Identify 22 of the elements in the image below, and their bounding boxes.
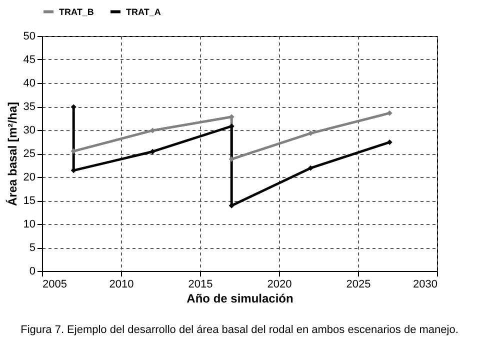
x-axis-title: Año de simulación	[186, 292, 294, 306]
legend-label: TRAT_A	[126, 6, 162, 17]
x-tick-label: 2010	[109, 278, 134, 290]
x-tick-label: 2030	[413, 278, 438, 290]
y-tick-label: 30	[23, 124, 36, 136]
y-tick-label: 45	[23, 54, 36, 66]
y-axis-title: Área basal [m²/ha]	[5, 102, 20, 206]
y-tick-label: 15	[23, 195, 36, 207]
x-tick-label: 2020	[267, 278, 292, 290]
x-tick-label: 2015	[188, 278, 213, 290]
y-tick-label: 5	[29, 242, 36, 254]
legend-label: TRAT_B	[59, 6, 94, 17]
y-tick-label: 10	[23, 218, 36, 230]
text: Figura 7. Ejemplo del desarrollo del área basal del rodal en ambos escenarios de manejo.	[20, 324, 458, 336]
x-tick-label: 2005	[42, 278, 67, 290]
y-tick-label: 40	[23, 78, 36, 90]
y-tick-label: 0	[29, 266, 36, 278]
y-tick-label: 35	[23, 101, 36, 113]
y-tick-label: 25	[23, 148, 36, 160]
y-tick-label: 50	[23, 30, 36, 42]
y-tick-label: 20	[23, 172, 36, 184]
x-tick-label: 2025	[346, 278, 371, 290]
